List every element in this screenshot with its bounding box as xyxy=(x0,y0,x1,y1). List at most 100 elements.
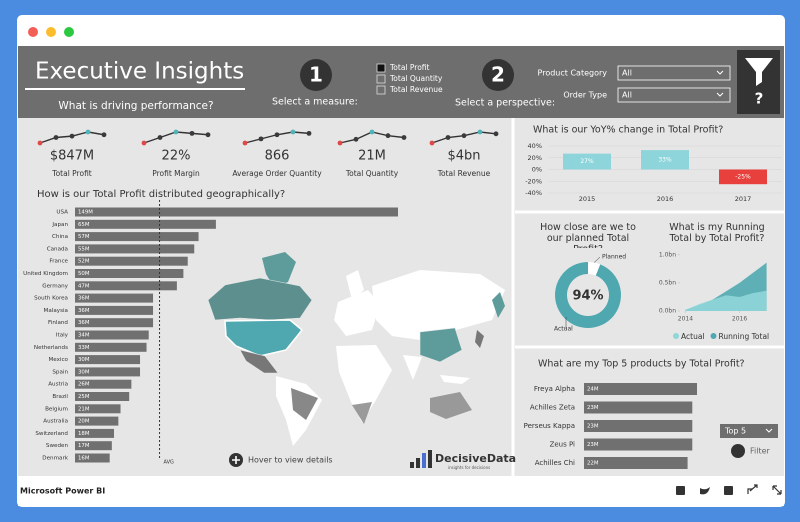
bar xyxy=(584,420,693,432)
sparkline-point xyxy=(101,132,107,138)
kpi-value: 866 xyxy=(265,149,290,164)
bar xyxy=(75,305,154,315)
dropdown-value: All xyxy=(622,91,632,100)
data-label: 16M xyxy=(78,456,90,462)
sparkline-point xyxy=(353,136,359,142)
help-icon[interactable]: ? xyxy=(755,90,764,108)
chart-title: How is our Total Profit distributed geog… xyxy=(37,189,285,200)
y-tick-label: Sweden xyxy=(46,443,69,449)
data-label: 52M xyxy=(78,259,90,265)
dropdown[interactable] xyxy=(617,87,731,103)
sparkline-point xyxy=(205,132,211,138)
data-label: 149M xyxy=(78,210,93,216)
step-badge xyxy=(300,59,332,91)
linkedin-button[interactable] xyxy=(676,486,685,495)
y-tick-label: Malaysia xyxy=(44,308,68,314)
sparkline-point xyxy=(429,140,435,146)
data-label: 65M xyxy=(78,222,90,228)
data-label: 34M xyxy=(78,333,90,339)
y-tick-label: Australia xyxy=(43,419,68,425)
sparkline-point xyxy=(290,129,296,135)
step-badge xyxy=(482,59,514,91)
kpi-value: $847M xyxy=(50,149,94,164)
close-button[interactable] xyxy=(28,27,38,37)
bar xyxy=(75,379,132,389)
sparkline-point xyxy=(141,140,147,146)
map-hint: Hover to view details xyxy=(248,456,333,465)
measure-checkbox[interactable] xyxy=(376,85,386,95)
map-region[interactable] xyxy=(334,290,380,336)
bar xyxy=(584,401,693,414)
y-tick-label: United Kingdom xyxy=(23,271,68,277)
measure-checkbox[interactable] xyxy=(376,63,386,73)
y-tick-label: Achilles Chi xyxy=(535,459,575,467)
map-region[interactable] xyxy=(403,355,422,380)
map-region[interactable] xyxy=(492,292,505,318)
data-label: 50M xyxy=(78,271,90,277)
map-region[interactable] xyxy=(346,270,364,300)
y-tick-label: Perseus Kappa xyxy=(524,422,575,430)
data-label: 30M xyxy=(78,357,90,363)
filter-button[interactable] xyxy=(731,444,745,458)
map-region[interactable] xyxy=(224,319,304,357)
y-tick-label: -20% xyxy=(525,177,542,185)
measure-checkbox[interactable] xyxy=(376,74,386,84)
y-tick-label: 0.5bn xyxy=(659,279,676,286)
sparkline-point xyxy=(69,133,75,139)
measure-option: Total Revenue xyxy=(389,85,443,94)
map-region[interactable] xyxy=(352,402,372,424)
data-label: 23M xyxy=(587,405,599,411)
chart-title-text: How close are we to our planned Total Pr… xyxy=(540,222,636,248)
bar xyxy=(75,219,216,229)
sparkline-point xyxy=(37,140,43,146)
y-tick-label: Germany xyxy=(42,283,68,289)
bar xyxy=(75,281,177,291)
maximize-button[interactable] xyxy=(64,27,74,37)
map-region[interactable] xyxy=(372,270,505,340)
logo-bar xyxy=(422,453,426,468)
map-region[interactable] xyxy=(239,349,279,374)
step-number: 1 xyxy=(309,63,323,87)
twitter-button[interactable] xyxy=(700,487,710,495)
data-label: 24M xyxy=(587,387,599,393)
map-region[interactable] xyxy=(419,327,463,363)
legend-label: Running Total xyxy=(719,332,770,341)
chevron xyxy=(716,70,724,75)
y-tick-label: Belgium xyxy=(45,406,68,412)
bar xyxy=(75,428,115,438)
map-region[interactable] xyxy=(430,392,472,419)
leader-line xyxy=(594,256,601,263)
y-tick-label: Canada xyxy=(47,246,68,252)
data-label: 22M xyxy=(587,461,599,467)
dropdown[interactable] xyxy=(617,65,731,81)
data-label: 20M xyxy=(78,419,90,425)
map-region[interactable] xyxy=(291,388,318,420)
facebook-button[interactable] xyxy=(724,486,733,495)
data-label: 47M xyxy=(78,283,90,289)
map-region[interactable] xyxy=(475,330,484,348)
filter-label: Filter xyxy=(750,447,771,456)
logo-name: DecisiveData xyxy=(435,452,516,465)
slicer-value: Top 5 xyxy=(724,427,746,436)
map-region[interactable] xyxy=(440,375,470,384)
filter-label: Product Category xyxy=(538,69,608,78)
y-tick-label: Austria xyxy=(48,382,68,388)
bar xyxy=(719,169,767,185)
donut-slice xyxy=(555,262,621,328)
map-region[interactable] xyxy=(207,277,313,321)
bar xyxy=(75,293,154,303)
dropdown-value: All xyxy=(622,69,632,78)
y-tick-label: Italy xyxy=(56,333,69,339)
data-label: 18M xyxy=(78,431,90,437)
data-label: 17M xyxy=(78,443,90,449)
y-tick-label: Brazil xyxy=(52,394,68,400)
minimize-button[interactable] xyxy=(46,27,56,37)
top-n-slicer[interactable] xyxy=(720,424,778,438)
map-region[interactable] xyxy=(262,252,296,288)
logo-tagline: insights for decisions xyxy=(448,465,490,470)
share-button[interactable] xyxy=(747,484,758,494)
map-region[interactable] xyxy=(336,345,392,422)
sparkline-point xyxy=(369,129,375,135)
fullscreen-button[interactable] xyxy=(772,485,782,495)
